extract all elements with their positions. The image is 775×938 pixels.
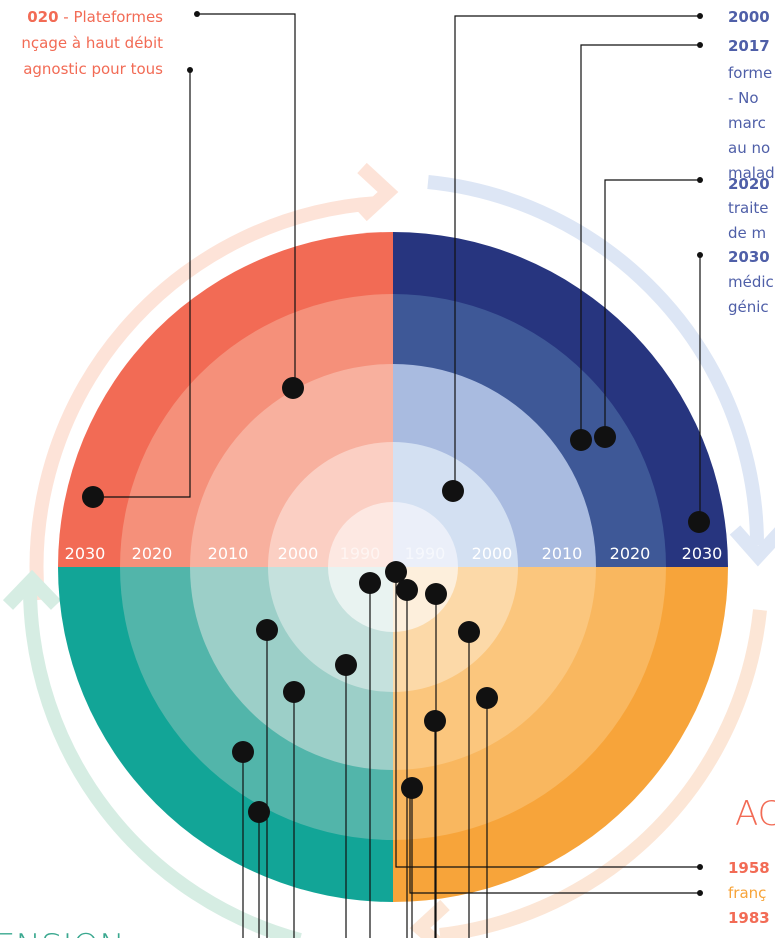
event-dot [425,583,447,605]
right-note-line: marc [728,114,766,132]
ring-label: 2010 [542,544,583,563]
anchor-dot [187,67,193,73]
ring-label: 1990 [340,544,381,563]
ring-labels: 2030 2020 2010 2000 1990 1990 2000 2010 2020 2030 [65,544,723,563]
anchor-dot [697,42,703,48]
anchor-dot [697,890,703,896]
arrow-head [2,569,62,610]
anchor-dot [194,11,200,17]
right-note-line: malad [728,164,775,182]
anchor-dot [697,864,703,870]
arrow-arc [427,175,764,546]
right-note-line: 2030 [728,248,770,266]
event-dot [570,429,592,451]
leader-line [604,179,700,437]
bottom-note-line: franç [728,884,766,902]
ring-label: 1990 [405,544,446,563]
event-dot [424,710,446,732]
leader-line [454,15,700,491]
arrow-head [409,899,450,938]
arrow-arc [29,196,379,601]
anchor-dot [697,13,703,19]
arrow-arc [439,609,767,938]
right-note-line: - No [728,89,759,107]
leader-line [93,70,191,498]
leader-line [580,44,700,440]
right-note-line: 2017 [728,37,770,55]
leader-line [395,572,700,868]
event-dot [256,619,278,641]
left-note-line: agnostic pour tous [23,60,163,78]
bottom-note-line: 1983 [728,909,770,927]
section-heading: ENSION [0,927,125,938]
event-dot [385,561,407,583]
event-dot [401,777,423,799]
ring-sector [328,502,393,567]
ring-sector [393,502,458,567]
dots [82,11,710,896]
ring-label: 2020 [132,544,173,563]
ring-label: 2020 [610,544,651,563]
left-note-text: - Plateformes [59,8,164,26]
right-note-line: 2000 [728,8,770,26]
event-dot [335,654,357,676]
event-dot [476,687,498,709]
event-dot [359,572,381,594]
event-dot [442,480,464,502]
right-note-line: traite [728,199,769,217]
leader-line [409,788,700,894]
right-note-line: au no [728,139,770,157]
anchor-dot [697,177,703,183]
ring-label: 2000 [472,544,513,563]
event-dot [688,511,710,533]
event-dot [458,621,480,643]
leader-line [197,13,296,388]
ring-label: 2030 [65,544,106,563]
ring-label: 2010 [208,544,249,563]
section-heading: AC [735,794,775,834]
event-dot [283,681,305,703]
arrow-arc [23,589,302,938]
arrow-head [357,162,399,222]
right-note-line: forme [728,64,772,82]
arrow-head [729,525,775,567]
right-note-line: médic [728,273,774,291]
left-note-line: 020 - Plateformes [27,8,163,26]
left-note-year: 020 [27,8,58,26]
event-dot [248,801,270,823]
cycle-arrows [2,162,775,938]
right-note-line: génic [728,298,769,316]
ring-label: 2000 [278,544,319,563]
left-note-line: nçage à haut débit [21,34,163,52]
leader-lines [93,13,701,938]
bottom-right-notes: 1958 franç 1983 [728,859,770,927]
anchor-dot [697,252,703,258]
event-dot [396,579,418,601]
bottom-note-line: 1958 [728,859,770,877]
ring-label: 2030 [682,544,723,563]
event-dot [82,486,104,508]
event-dot [232,741,254,763]
event-dot [282,377,304,399]
right-note-line: de m [728,224,766,242]
right-note-line: 2020 [728,175,770,193]
event-dot [594,426,616,448]
